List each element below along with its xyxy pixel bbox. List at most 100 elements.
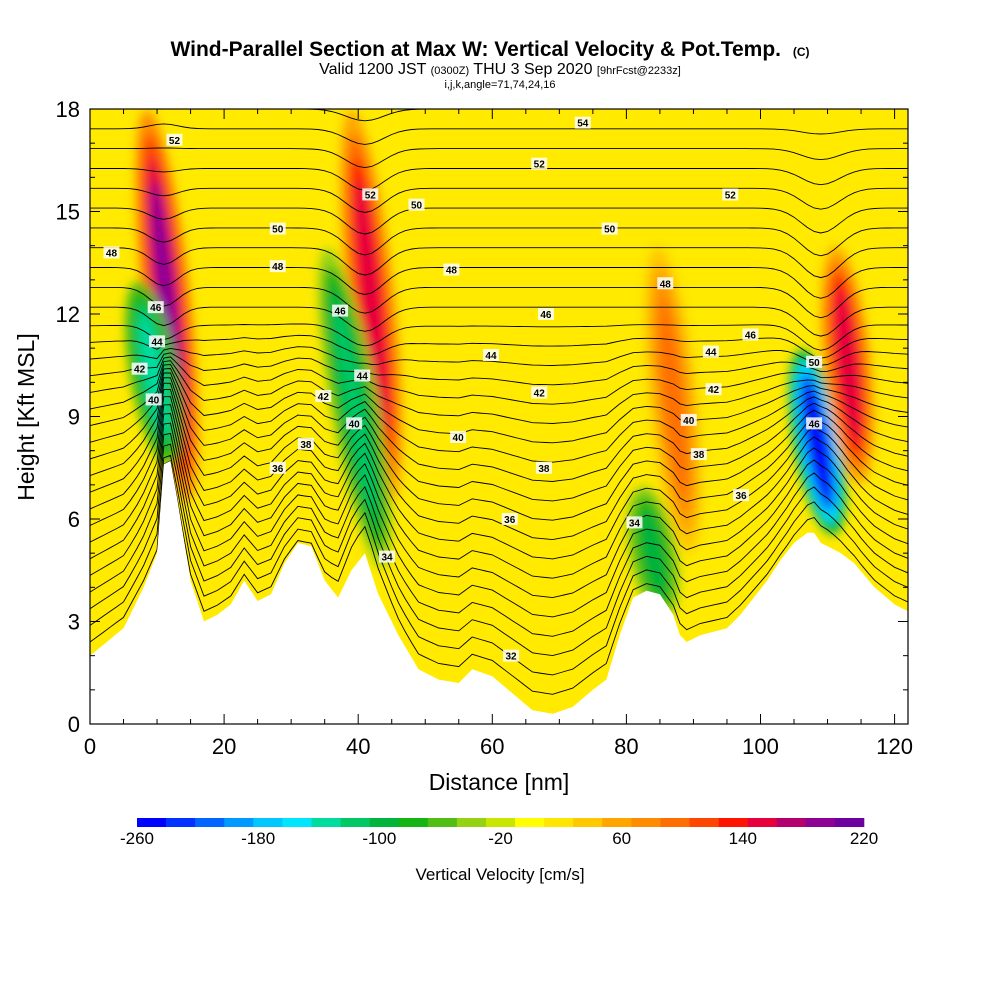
- contour-label: 38: [297, 437, 314, 451]
- colorbar-tick-label: 60: [612, 829, 631, 848]
- theta-contour-line: [90, 413, 908, 599]
- theta-contour-line: [90, 187, 908, 213]
- contour-label-text: 40: [148, 395, 160, 406]
- theta-contour-line: [90, 227, 908, 257]
- y-tick-label: 9: [68, 405, 80, 430]
- theta-contour-labels: 52 46 44 42 40 48 50 48 46 44 42 40 38 36 34 52 50 48 46 44…: [103, 116, 823, 663]
- contour-label: 44: [702, 345, 719, 359]
- contour-label-text: 40: [683, 416, 695, 427]
- contour-label: 46: [147, 301, 164, 314]
- colorbar-tick-label: 220: [850, 829, 878, 848]
- velocity-cell: [355, 180, 388, 431]
- contour-label: 40: [680, 413, 697, 427]
- theta-contour-line: [90, 286, 908, 319]
- contour-label-text: 52: [725, 190, 737, 201]
- theta-contour-line: [90, 334, 908, 359]
- theta-contour-line: [90, 372, 908, 482]
- contour-label-text: 36: [272, 464, 284, 475]
- chart-subtitle: Valid 1200 JST (0300Z) THU 3 Sep 2020 [9…: [319, 61, 681, 78]
- y-tick-label: 12: [56, 302, 80, 327]
- subtitle-fcst: [9hrFcst@2233z]: [597, 65, 681, 77]
- colorbar-swatch: [485, 818, 516, 827]
- contour-label-text: 38: [300, 440, 312, 451]
- contour-label-text: 34: [381, 553, 393, 564]
- colorbar-swatch: [427, 818, 458, 827]
- x-tick-label: 120: [876, 734, 913, 759]
- colorbar-tick-label: -180: [241, 829, 275, 848]
- contour-label: 42: [531, 386, 548, 400]
- x-tick-label: 0: [84, 734, 96, 759]
- colorbar-swatch: [805, 818, 836, 827]
- theta-contour-line: [90, 432, 908, 637]
- contour-label-text: 42: [318, 392, 330, 403]
- contour-label: 52: [722, 188, 739, 201]
- contour-label: 42: [315, 390, 332, 403]
- contour-label-text: 36: [504, 515, 516, 526]
- contour-label: 54: [574, 116, 591, 130]
- contour-label-text: 34: [629, 518, 641, 529]
- colorbar-label: Vertical Velocity [cm/s]: [415, 865, 584, 884]
- colorbar-swatch: [544, 818, 574, 827]
- theta-contour-line: [90, 123, 908, 145]
- colorbar-swatch: [253, 818, 283, 827]
- theta-contour-line: [90, 443, 908, 657]
- contour-label-text: 32: [506, 652, 518, 663]
- theta-contour-line: [90, 306, 908, 337]
- colorbar-swatch: [311, 818, 341, 827]
- contour-label-text: 44: [485, 351, 497, 362]
- contour-label-text: 52: [365, 190, 377, 201]
- x-tick-label: 40: [346, 734, 370, 759]
- contour-label-text: 46: [150, 303, 162, 314]
- theta-contour-line: [90, 460, 908, 695]
- theta-contour-line: [90, 168, 908, 191]
- chart-title-text: Wind-Parallel Section at Max W: Vertical…: [170, 38, 781, 61]
- theta-contour-line: [90, 389, 908, 541]
- velocity-cell: [659, 301, 687, 498]
- contour-label-text: 42: [134, 365, 146, 376]
- contour-label-text: 50: [809, 358, 821, 369]
- contour-label: 52: [531, 157, 548, 171]
- contour-label-text: 38: [538, 464, 550, 475]
- contour-label-text: 46: [745, 331, 757, 342]
- contour-label-text: 44: [705, 348, 717, 359]
- colorbar-swatch: [776, 818, 807, 827]
- contour-label: 46: [537, 308, 554, 321]
- subtitle-z: (0300Z): [431, 65, 470, 77]
- contour-label-text: 36: [735, 491, 747, 502]
- contour-label-text: 48: [272, 262, 284, 273]
- contour-label: 42: [705, 383, 722, 396]
- theta-contour-line: [90, 247, 908, 279]
- plot-area: 52 46 44 42 40 48 50 48 46 44 42 40 38 36 34 52 50 48 46 44…: [90, 109, 908, 724]
- contour-label-text: 44: [357, 372, 369, 383]
- colorbar-swatch: [282, 818, 312, 827]
- contour-label: 46: [806, 417, 823, 430]
- contour-label-text: 50: [272, 225, 284, 236]
- contour-label-text: 40: [349, 419, 361, 430]
- colorbar-swatch: [195, 818, 225, 827]
- colorbar-tick-label: 140: [729, 829, 757, 848]
- contour-label: 34: [379, 550, 396, 564]
- contour-label: 32: [503, 649, 520, 663]
- contour-label: 52: [166, 133, 183, 147]
- colorbar-tick-labels: -260 -180 -100 -20 60 140 220: [120, 829, 878, 848]
- theta-contour-line: [90, 147, 908, 169]
- subtitle-valid: Valid 1200 JST: [319, 61, 430, 78]
- y-tick-label: 15: [56, 200, 80, 225]
- x-axis-label: Distance [nm]: [429, 769, 570, 795]
- contour-label: 40: [145, 393, 162, 406]
- theta-contour-line: [90, 346, 908, 366]
- colorbar-swatch: [834, 818, 865, 827]
- contour-label: 48: [269, 260, 286, 273]
- contour-label: 36: [733, 489, 750, 502]
- contour-label: 46: [332, 304, 349, 318]
- theta-contour-line: [90, 356, 908, 405]
- colorbar-swatch: [573, 818, 603, 827]
- contour-label: 36: [269, 461, 286, 475]
- chart-subtitle-indices: i,j,k,angle=71,74,24,16: [444, 79, 555, 91]
- x-tick-label: 60: [480, 734, 504, 759]
- contour-label-text: 44: [151, 337, 163, 348]
- colorbar-swatch: [515, 818, 545, 827]
- contour-label: 52: [362, 188, 379, 201]
- y-tick-label: 0: [68, 712, 80, 737]
- colorbar-tick-label: -100: [362, 829, 396, 848]
